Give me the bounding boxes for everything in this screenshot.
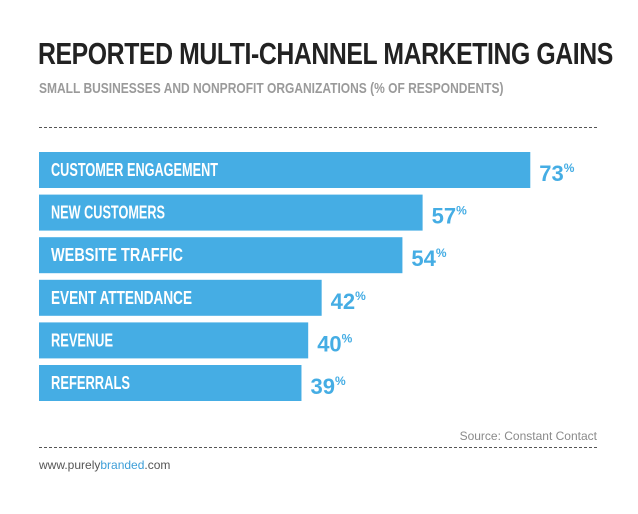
bar-website-traffic xyxy=(39,237,403,274)
bar-new-customers xyxy=(39,194,423,231)
data-label: 40% xyxy=(317,331,352,356)
data-label: 57% xyxy=(432,204,467,229)
data-label: 42% xyxy=(331,289,366,314)
bar-label: REFERRALS xyxy=(51,373,130,393)
data-label: 39% xyxy=(310,374,345,399)
data-label: 54% xyxy=(411,246,446,271)
bottom-divider xyxy=(39,447,597,448)
bar-event-attendance xyxy=(39,279,322,316)
bar-referrals xyxy=(39,365,302,401)
footer-url-prefix: www.purely xyxy=(39,458,101,472)
bar-label: NEW CUSTOMERS xyxy=(51,203,165,223)
top-divider xyxy=(39,127,597,128)
bar-label: CUSTOMER ENGAGEMENT xyxy=(51,160,218,180)
bar-customer-engagement xyxy=(39,152,531,188)
source-note: Source: Constant Contact xyxy=(459,429,597,443)
bar-label: WEBSITE TRAFFIC xyxy=(51,245,183,265)
footer-url-accent: branded xyxy=(100,458,145,472)
bar-revenue xyxy=(39,322,309,359)
footer-url[interactable]: www.purelybranded.com xyxy=(39,458,170,472)
footer-url-suffix: .com xyxy=(144,458,171,472)
chart-subtitle: SMALL BUSINESSES AND NONPROFIT ORGANIZAT… xyxy=(39,80,504,97)
bar-label: EVENT ATTENDANCE xyxy=(51,288,192,308)
bar-label: REVENUE xyxy=(51,330,113,350)
chart-title: REPORTED MULTI-CHANNEL MARKETING GAINS xyxy=(38,36,613,71)
data-label: 73% xyxy=(539,161,574,186)
